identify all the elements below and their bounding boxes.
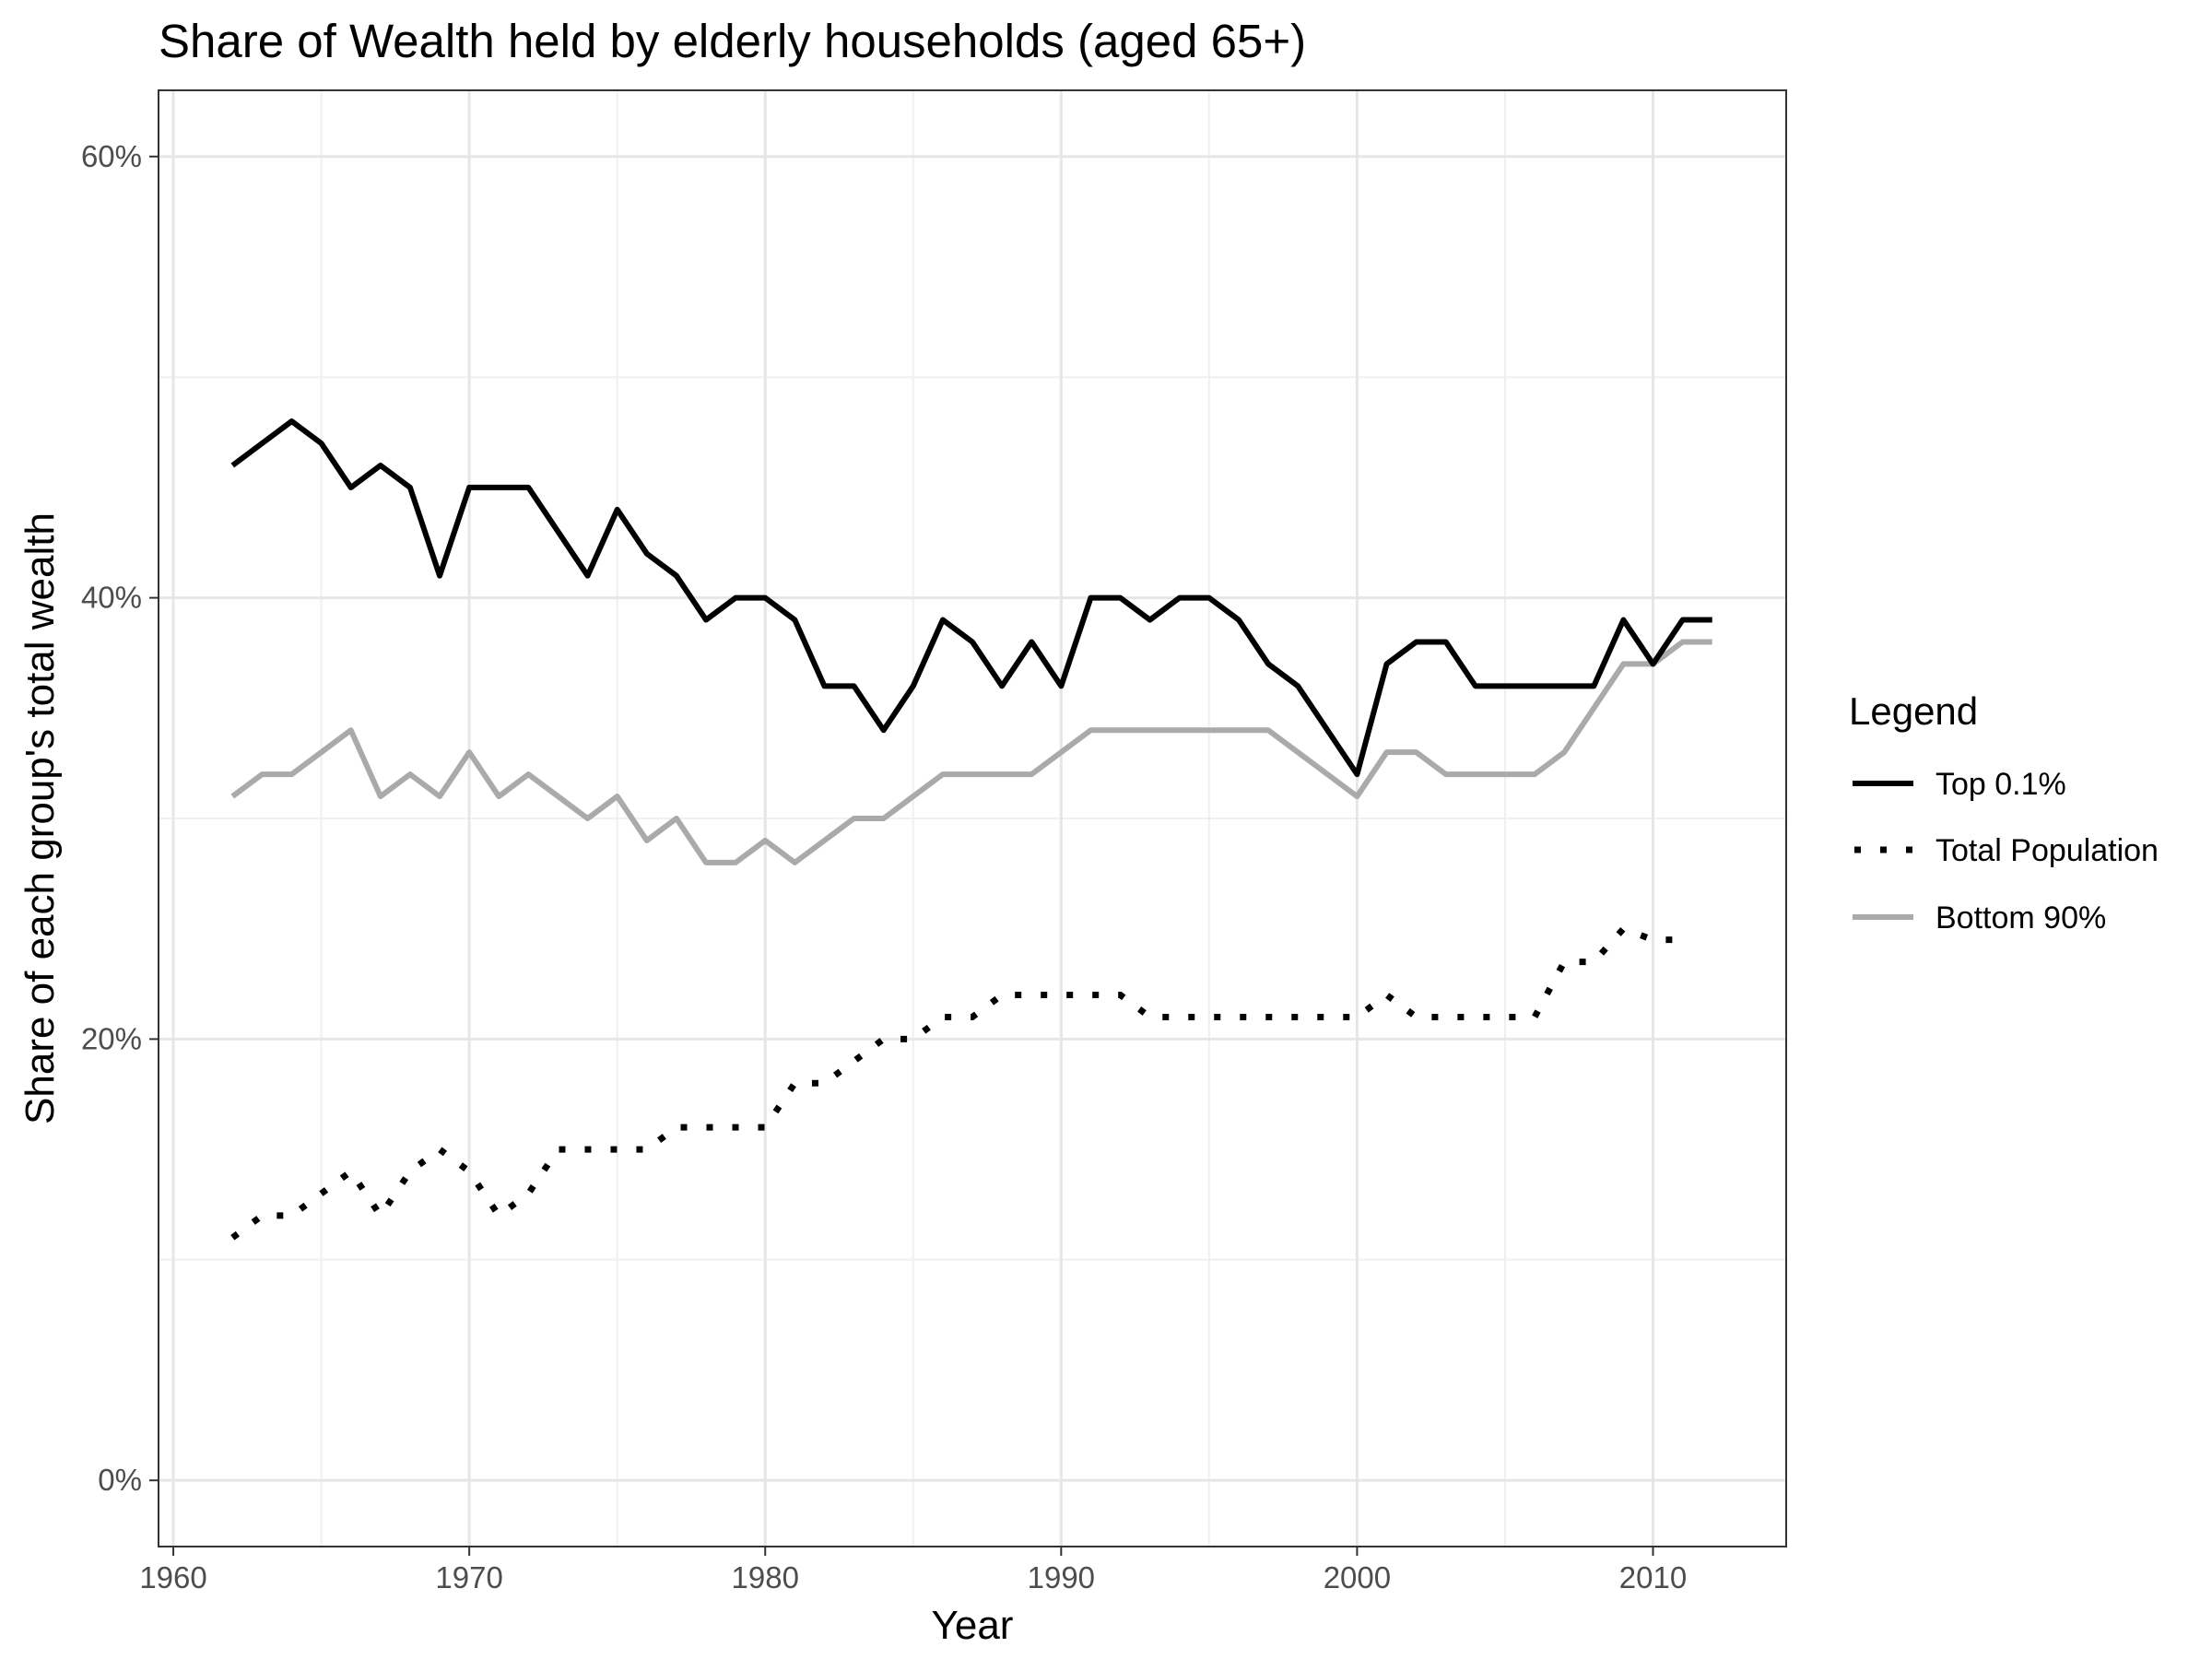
y-tick-label: 40% — [81, 581, 142, 615]
series-lines — [230, 418, 1712, 1241]
legend-title: Legend — [1849, 689, 1978, 733]
x-tick-label: 1970 — [435, 1560, 502, 1594]
x-tick-label: 2010 — [1619, 1560, 1687, 1594]
plot-panel — [158, 89, 1787, 1547]
y-axis-title: Share of each group's total wealth — [18, 512, 63, 1124]
y-tick-label: 60% — [81, 139, 142, 173]
series-line-bottom-90 — [230, 639, 1712, 865]
legend-label: Bottom 90% — [1936, 900, 2106, 935]
legend-label: Total Population — [1936, 833, 2159, 868]
legend: Legend Top 0.1% Total Population Bottom 90… — [1849, 689, 2159, 935]
y-tick-label: 20% — [81, 1021, 142, 1055]
axes: 1960 1970 1980 1990 2000 2010 0% 20% 40% 60% — [81, 139, 1687, 1594]
grid-lines — [159, 90, 1786, 1547]
panel-border — [158, 89, 1787, 1547]
x-tick-label: 1960 — [139, 1560, 206, 1594]
x-axis-title: Year — [932, 1603, 1014, 1648]
x-tick-label: 1990 — [1028, 1560, 1095, 1594]
x-tick-label: 2000 — [1324, 1560, 1391, 1594]
legend-label: Top 0.1% — [1936, 767, 2066, 802]
series-line-top-0-1 — [230, 418, 1712, 778]
y-tick-label: 0% — [98, 1463, 142, 1497]
chart-title: Share of Wealth held by elderly househol… — [159, 15, 1306, 67]
x-tick-label: 1980 — [732, 1560, 799, 1594]
